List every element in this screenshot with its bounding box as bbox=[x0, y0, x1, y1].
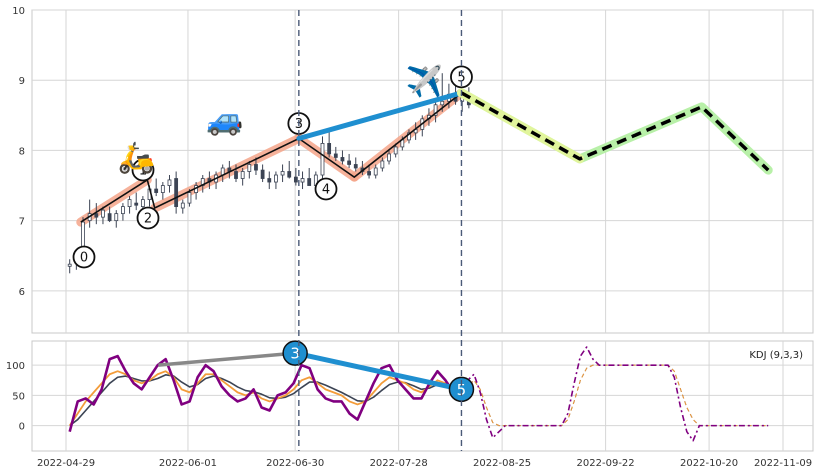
x-axis-ticks: 2022-04-29 2022-06-01 2022-06-30 2022-07-28… bbox=[37, 458, 812, 469]
candle-body bbox=[407, 132, 411, 141]
price-y-tick-label: 10 bbox=[12, 6, 25, 17]
candle-body bbox=[380, 160, 385, 169]
candle-body bbox=[293, 176, 298, 183]
candle-body bbox=[307, 178, 312, 186]
x-tick-label: 2022-04-29 bbox=[37, 458, 95, 469]
x-tick-label: 2022-09-22 bbox=[577, 458, 635, 469]
trend-line bbox=[296, 90, 464, 141]
candle-body bbox=[81, 221, 85, 250]
price-y-tick-label: 6 bbox=[19, 287, 25, 298]
price-y-tick-label: 7 bbox=[19, 217, 25, 228]
kdj-d-line bbox=[69, 374, 462, 427]
candle-body bbox=[340, 157, 345, 162]
candle-body bbox=[174, 178, 179, 208]
candle-body bbox=[240, 171, 245, 179]
candle-body bbox=[187, 192, 192, 204]
kdj-j-line bbox=[68, 354, 463, 432]
kdj-lines bbox=[68, 346, 769, 442]
candle-body bbox=[134, 202, 139, 206]
wave-point-label: 4 bbox=[322, 183, 330, 198]
candle-body bbox=[107, 213, 112, 222]
wave-point-circle bbox=[72, 245, 96, 269]
candle-body bbox=[234, 171, 238, 179]
price-grid bbox=[32, 9, 813, 333]
candle-body bbox=[300, 178, 305, 183]
projection-line bbox=[460, 91, 770, 172]
airplane-icon: ✈️ bbox=[406, 62, 443, 99]
price-y-ticks: 6 7 8 9 10 bbox=[12, 6, 25, 298]
kdj-k-line bbox=[68, 370, 463, 427]
kdj-marker-label: 3 bbox=[290, 345, 300, 363]
x-tick-label: 2022-07-28 bbox=[370, 458, 428, 469]
candle-body bbox=[180, 202, 185, 209]
kdj-y-tick-label: 0 bbox=[19, 422, 25, 433]
candle-body bbox=[440, 100, 445, 106]
candle-body bbox=[333, 153, 338, 158]
projection-band bbox=[456, 88, 773, 175]
candle-body bbox=[114, 213, 119, 222]
candle-body bbox=[247, 164, 252, 172]
wave-line bbox=[80, 92, 462, 223]
wave-point-label: 1 bbox=[139, 164, 147, 179]
kdj-legend: KDJ (9,3,3) bbox=[749, 350, 803, 361]
candle-body bbox=[433, 104, 438, 116]
price-y-tick-label: 9 bbox=[19, 76, 25, 87]
car-icon: 🚙 bbox=[206, 102, 243, 137]
x-tick-label: 2022-06-30 bbox=[266, 458, 324, 469]
x-tick-label: 2022-06-01 bbox=[159, 458, 217, 469]
candle-body bbox=[274, 174, 278, 183]
candle-body bbox=[320, 143, 325, 176]
candle-body bbox=[121, 206, 125, 215]
kdj-marker-label: 5 bbox=[457, 381, 467, 399]
candle-body bbox=[280, 171, 285, 176]
kdj-overlay: 35 bbox=[158, 340, 475, 403]
wave-overlay: 012345🛵🚙✈️ bbox=[72, 62, 773, 269]
candle-body bbox=[387, 153, 391, 162]
kdj-projection-j-line bbox=[460, 346, 769, 442]
candle-body bbox=[154, 188, 159, 193]
candle-body bbox=[287, 171, 292, 178]
candle-body bbox=[67, 263, 72, 267]
candle-body bbox=[127, 199, 132, 208]
wave-point-circle bbox=[314, 177, 338, 201]
wave-point-circle bbox=[136, 206, 160, 230]
candle-body bbox=[160, 185, 165, 193]
candle-body bbox=[393, 146, 398, 155]
x-tick-label: 2022-10-20 bbox=[680, 458, 738, 469]
candle-body bbox=[353, 164, 358, 169]
candle-body bbox=[267, 178, 272, 183]
wave-point-circle bbox=[131, 158, 155, 182]
kdj-y-tick-label: 100 bbox=[6, 361, 25, 372]
x-tick-label: 2022-11-09 bbox=[754, 458, 812, 469]
wave-point-label: 2 bbox=[144, 212, 152, 227]
candle-body bbox=[260, 169, 265, 179]
vertical-markers bbox=[298, 10, 463, 451]
price-y-tick-label: 8 bbox=[19, 146, 25, 157]
kdj-y-ticks: 0 50 100 bbox=[6, 361, 25, 432]
candle-body bbox=[167, 179, 172, 186]
scooter-icon: 🛵 bbox=[118, 140, 155, 175]
candle-body bbox=[327, 143, 332, 155]
candle-body bbox=[94, 213, 99, 218]
x-tick-label: 2022-08-25 bbox=[473, 458, 531, 469]
kdj-y-tick-label: 50 bbox=[12, 391, 25, 402]
wave-point-label: 0 bbox=[80, 251, 88, 266]
candle-body bbox=[254, 164, 258, 171]
kdj-wave-line bbox=[294, 350, 462, 392]
candle-body bbox=[367, 171, 371, 176]
kdj-marker-circle bbox=[282, 340, 308, 366]
candle-body bbox=[140, 199, 145, 208]
candle-body bbox=[101, 209, 105, 218]
kdj-divergence-line bbox=[158, 351, 296, 367]
candle-body bbox=[347, 160, 352, 165]
kdj-plot-frame bbox=[31, 340, 814, 452]
wave-point-circle bbox=[450, 65, 473, 89]
candle-body bbox=[373, 167, 378, 176]
wave-point-label: 5 bbox=[457, 70, 465, 85]
